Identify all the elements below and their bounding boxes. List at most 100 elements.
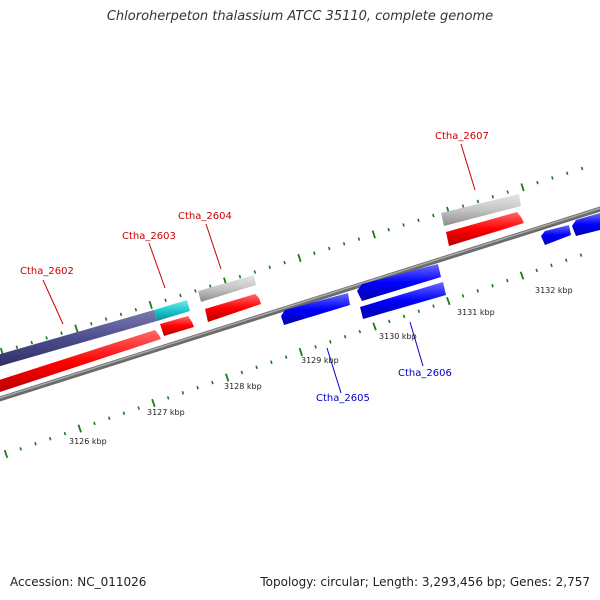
minor-tick bbox=[313, 251, 316, 255]
minor-tick bbox=[284, 355, 288, 359]
feature-gray-2604[interactable] bbox=[198, 275, 256, 302]
scale-label-3129: 3129 kbp bbox=[301, 356, 339, 365]
inner-tick-row bbox=[3, 253, 583, 459]
minor-tick bbox=[253, 270, 257, 274]
minor-tick bbox=[240, 370, 244, 375]
minor-tick bbox=[461, 204, 465, 208]
feature-gray-2607[interactable] bbox=[441, 194, 521, 226]
cds-red-2603[interactable] bbox=[160, 316, 194, 336]
minor-tick bbox=[536, 180, 539, 185]
minor-tick bbox=[166, 396, 170, 400]
minor-tick bbox=[432, 304, 435, 308]
map-title: Chloroherpeton thalassium ATCC 35110, co… bbox=[106, 9, 494, 24]
major-tick bbox=[297, 253, 302, 262]
minor-tick bbox=[164, 298, 167, 303]
minor-tick bbox=[579, 253, 583, 257]
major-tick bbox=[148, 300, 153, 310]
minor-tick bbox=[211, 380, 214, 385]
major-tick bbox=[298, 347, 304, 357]
minor-tick bbox=[134, 307, 138, 312]
minor-tick bbox=[564, 258, 568, 262]
minor-tick bbox=[89, 322, 93, 326]
minor-tick bbox=[329, 340, 332, 344]
minor-tick bbox=[461, 294, 465, 298]
major-tick bbox=[74, 324, 79, 333]
cds-red-2604[interactable] bbox=[205, 294, 261, 322]
minor-tick bbox=[268, 265, 271, 270]
forward-strand-features bbox=[0, 194, 524, 395]
major-tick bbox=[519, 271, 525, 280]
minor-tick bbox=[402, 223, 405, 227]
major-tick bbox=[371, 230, 376, 239]
outer-tick-row bbox=[0, 166, 584, 357]
scale-label-3126: 3126 kbp bbox=[69, 437, 107, 446]
minor-tick bbox=[417, 218, 420, 223]
cds-blue-2606a[interactable] bbox=[357, 264, 441, 301]
major-tick bbox=[77, 424, 82, 433]
minor-tick bbox=[343, 334, 347, 339]
minor-tick bbox=[387, 227, 390, 232]
scale-label-3132: 3132 kbp bbox=[535, 286, 573, 295]
minor-tick bbox=[179, 293, 182, 298]
minor-tick bbox=[48, 436, 52, 441]
minor-tick bbox=[15, 345, 19, 350]
scale-label-3127: 3127 kbp bbox=[147, 408, 185, 417]
minor-tick bbox=[342, 242, 346, 246]
gene-label-ctha-2602[interactable]: Ctha_2602 bbox=[20, 266, 74, 277]
minor-tick bbox=[208, 284, 212, 288]
minor-tick bbox=[402, 314, 406, 319]
minor-tick bbox=[63, 431, 67, 436]
minor-tick bbox=[314, 345, 317, 349]
scale-label-3128: 3128 kbp bbox=[224, 382, 262, 391]
major-tick bbox=[446, 296, 451, 306]
cds-blue-2606b[interactable] bbox=[360, 282, 446, 319]
cds-blue-right-2[interactable] bbox=[572, 213, 600, 236]
gene-label-ctha-2607[interactable]: Ctha_2607 bbox=[435, 131, 489, 142]
minor-tick bbox=[283, 260, 286, 265]
minor-tick bbox=[432, 213, 435, 218]
minor-tick bbox=[270, 360, 273, 364]
minor-tick bbox=[19, 447, 23, 451]
cds-red-2602[interactable] bbox=[0, 330, 161, 395]
minor-tick bbox=[196, 385, 199, 390]
minor-tick bbox=[476, 199, 480, 204]
minor-tick bbox=[238, 274, 242, 279]
gene-callout-lines bbox=[42, 143, 476, 394]
minor-tick bbox=[491, 194, 495, 199]
minor-tick bbox=[30, 340, 33, 345]
gene-label-ctha-2604[interactable]: Ctha_2604 bbox=[178, 211, 232, 222]
minor-tick bbox=[476, 289, 480, 293]
major-tick bbox=[3, 449, 9, 459]
minor-tick bbox=[505, 278, 509, 283]
reverse-strand-features bbox=[281, 213, 600, 325]
minor-tick bbox=[565, 171, 569, 175]
minor-tick bbox=[107, 416, 111, 421]
gene-label-ctha-2603[interactable]: Ctha_2603 bbox=[122, 231, 176, 242]
minor-tick bbox=[137, 406, 140, 410]
minor-tick bbox=[255, 365, 258, 370]
minor-tick bbox=[327, 246, 331, 251]
gene-label-ctha-2606[interactable]: Ctha_2606 bbox=[398, 368, 452, 379]
minor-tick bbox=[194, 289, 197, 293]
major-tick bbox=[151, 398, 156, 408]
minor-tick bbox=[60, 331, 63, 335]
minor-tick bbox=[491, 283, 494, 288]
gene-label-ctha-2605[interactable]: Ctha_2605 bbox=[316, 393, 370, 404]
cds-blue-2605[interactable] bbox=[281, 293, 350, 325]
minor-tick bbox=[357, 237, 361, 241]
minor-tick bbox=[122, 411, 126, 415]
minor-tick bbox=[358, 329, 362, 334]
cds-red-2607[interactable] bbox=[446, 212, 524, 246]
feature-purple-2602[interactable] bbox=[0, 310, 157, 369]
minor-tick bbox=[506, 190, 509, 194]
minor-tick bbox=[104, 317, 108, 321]
backbone bbox=[0, 206, 600, 402]
genome-summary-text: Topology: circular; Length: 3,293,456 bp… bbox=[260, 575, 590, 589]
feature-cyan-2603[interactable] bbox=[154, 300, 190, 321]
scale-label-3131: 3131 kbp bbox=[457, 308, 495, 317]
major-tick bbox=[520, 183, 525, 192]
minor-tick bbox=[550, 263, 553, 268]
cds-blue-right-1[interactable] bbox=[541, 225, 571, 245]
minor-tick bbox=[580, 166, 584, 171]
scale-label-3130: 3130 kbp bbox=[379, 332, 417, 341]
